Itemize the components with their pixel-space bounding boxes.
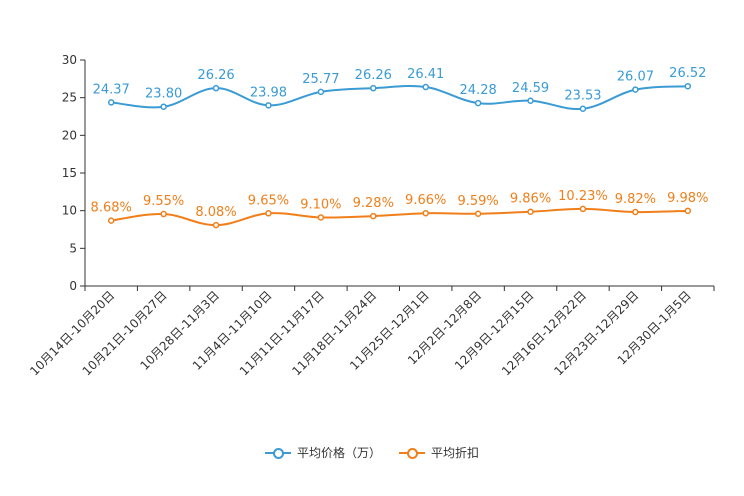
series-line-0 (111, 84, 688, 111)
data-point (370, 84, 377, 92)
data-point (474, 210, 482, 218)
data-label: 23.53 (564, 89, 601, 104)
data-label: 24.37 (93, 82, 130, 97)
data-label: 8.08% (195, 205, 236, 220)
data-point (579, 205, 587, 213)
legend-swatch-price-icon (264, 447, 291, 459)
data-point (684, 82, 692, 90)
data-label: 9.86% (510, 192, 551, 207)
data-label: 26.26 (197, 68, 234, 83)
y-tick-label: 5 (69, 241, 77, 255)
data-label: 24.59 (512, 81, 549, 96)
data-label: 9.28% (353, 196, 394, 211)
legend-label-price: 平均价格（万） (296, 446, 381, 460)
x-tick-label: 10月14日-10月20日 (27, 288, 117, 378)
y-tick-label: 10 (62, 204, 77, 218)
data-label: 10.23% (558, 189, 608, 204)
data-label: 9.10% (300, 197, 341, 212)
data-point (317, 214, 325, 221)
data-point (160, 210, 167, 218)
data-point (527, 97, 534, 105)
data-point (160, 103, 167, 110)
data-label: 26.07 (617, 70, 654, 85)
data-label: 23.98 (250, 85, 287, 100)
data-point (107, 217, 115, 224)
y-tick-label: 25 (62, 91, 77, 105)
y-tick-label: 0 (69, 279, 77, 293)
series-line-1 (111, 207, 688, 227)
data-point (317, 88, 325, 96)
data-point (422, 209, 429, 217)
data-point (527, 208, 534, 215)
legend-label-discount: 平均折扣 (431, 446, 480, 460)
y-tick-label: 30 (62, 53, 77, 67)
data-label: 26.41 (407, 67, 444, 82)
data-label: 9.55% (143, 194, 184, 209)
data-label: 24.28 (460, 83, 497, 98)
data-label: 23.80 (145, 87, 182, 102)
data-point (632, 208, 639, 216)
line-chart: 05101520253010月14日-10月20日10月21日-10月27日10… (27, 53, 715, 378)
data-point (265, 210, 272, 217)
data-point (107, 99, 115, 106)
legend: 平均价格（万） 平均折扣 (0, 444, 744, 461)
data-label: 9.59% (457, 194, 498, 209)
data-point (474, 99, 482, 107)
data-label: 9.98% (667, 191, 708, 206)
data-label: 9.66% (405, 193, 446, 208)
data-point (265, 102, 272, 109)
data-point (212, 84, 220, 92)
legend-item-price[interactable]: 平均价格（万） (264, 444, 381, 461)
data-point (684, 207, 692, 215)
data-point (422, 83, 429, 91)
data-label: 26.26 (355, 68, 392, 83)
y-tick-label: 15 (62, 166, 77, 180)
data-point (579, 105, 587, 112)
data-label: 25.77 (302, 72, 339, 87)
data-label: 9.82% (615, 192, 656, 207)
legend-item-discount[interactable]: 平均折扣 (399, 444, 479, 461)
data-point (632, 86, 639, 93)
data-label: 8.68% (91, 201, 132, 216)
data-point (370, 212, 377, 220)
legend-swatch-discount-icon (399, 447, 425, 459)
data-label: 9.65% (248, 193, 289, 208)
data-point (212, 221, 220, 229)
y-tick-label: 20 (62, 128, 77, 142)
data-label: 26.52 (669, 66, 706, 81)
